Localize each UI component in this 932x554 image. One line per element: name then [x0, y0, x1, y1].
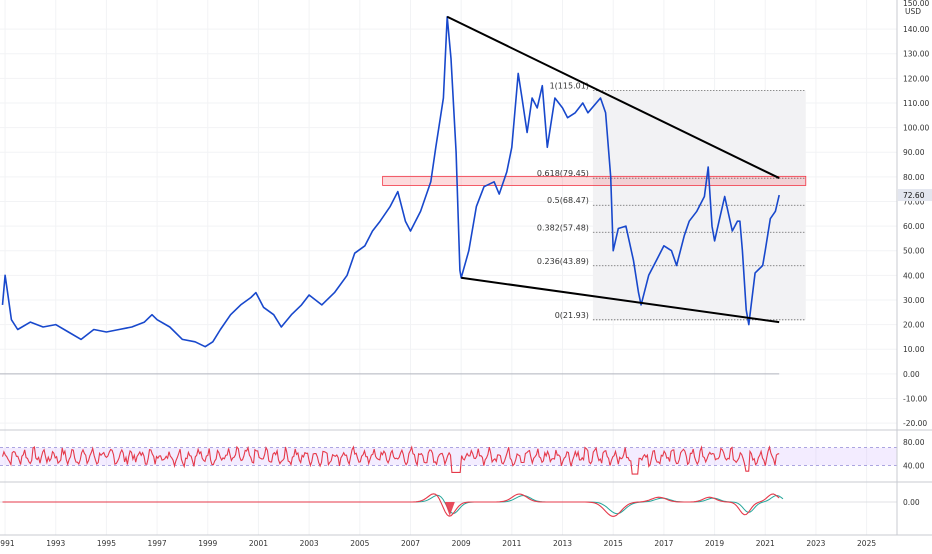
fib-label-3: 0.382(57.48)	[537, 223, 589, 232]
fib-label-4: 0.236(43.89)	[537, 257, 589, 266]
y-tick-label: -20.00	[903, 419, 927, 428]
x-tick-label: 2013	[553, 539, 572, 548]
y-tick-label: -10.00	[903, 394, 927, 403]
y-tick-label: 110.00	[903, 99, 929, 108]
x-tick-label: 2007	[401, 539, 420, 548]
macd-line	[2, 493, 780, 517]
y-top-label: 150.00	[903, 0, 929, 8]
fib-label-5: 0(21.93)	[555, 311, 589, 320]
fib-label-1: 0.618(79.45)	[537, 169, 589, 178]
rsi-band	[0, 447, 897, 466]
y-tick-label: 70.00	[903, 197, 925, 206]
y-tick-label: 120.00	[903, 74, 929, 83]
x-tick-label: 2001	[249, 539, 268, 548]
last-price-badge	[898, 189, 932, 202]
fib-label-0: 1(115.01)	[550, 82, 589, 91]
y-tick-label: 90.00	[903, 148, 925, 157]
resistance-zone	[382, 175, 807, 186]
x-tick-label: 1999	[198, 539, 217, 548]
x-tick-label: 2015	[604, 539, 623, 548]
last-price-label: 72.60	[903, 191, 925, 200]
fib-label-2: 0.5(68.47)	[547, 196, 589, 205]
x-tick-label: 2017	[654, 539, 673, 548]
osc1-tick-label: 80.00	[903, 438, 925, 447]
y-tick-label: 10.00	[903, 345, 925, 354]
x-tick-label: 2003	[300, 539, 319, 548]
x-tick-label: 2021	[756, 539, 775, 548]
y-tick-label: 100.00	[903, 124, 929, 133]
macd-hist	[444, 502, 455, 516]
y-tick-label: 50.00	[903, 247, 925, 256]
y-tick-label: 130.00	[903, 50, 929, 59]
x-tick-label: 2025	[857, 539, 876, 548]
x-tick-label: 2023	[806, 539, 825, 548]
y-tick-label: 40.00	[903, 271, 925, 280]
y-tick-label: 140.00	[903, 25, 929, 34]
y-tick-label: 20.00	[903, 321, 925, 330]
osc1-tick-label: 40.00	[903, 461, 925, 470]
y-tick-label: 60.00	[903, 222, 925, 231]
x-tick-label: 1995	[97, 539, 116, 548]
rsi-line	[1, 445, 780, 475]
x-tick-label: 1997	[148, 539, 167, 548]
currency-label: USD	[905, 7, 921, 16]
x-tick-label: 2019	[705, 539, 724, 548]
x-tick-label: 1993	[46, 539, 65, 548]
macd-signal	[6, 494, 784, 515]
x-tick-label: 1991	[0, 539, 15, 548]
osc2-tick-label: 0.00	[903, 498, 920, 507]
x-tick-label: 2005	[350, 539, 369, 548]
price-line	[1, 16, 780, 348]
y-tick-label: 0.00	[903, 370, 920, 379]
x-tick-label: 2009	[452, 539, 471, 548]
x-tick-label: 2011	[502, 539, 521, 548]
lower-trendline	[461, 276, 780, 324]
y-tick-label: 30.00	[903, 296, 925, 305]
upper-trendline	[446, 15, 780, 179]
y-tick-label: 80.00	[903, 173, 925, 182]
